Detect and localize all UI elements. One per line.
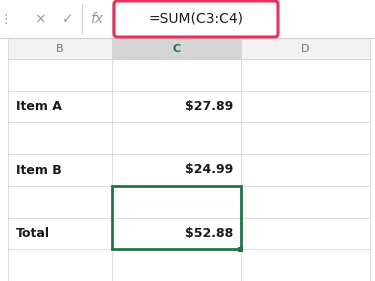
Bar: [8, 38, 112, 59]
Text: Item B: Item B: [16, 164, 62, 176]
Text: ✓: ✓: [62, 12, 74, 26]
Text: ×: ×: [34, 12, 46, 26]
Bar: [112, 38, 241, 59]
Text: D: D: [301, 44, 310, 53]
Text: $27.89: $27.89: [185, 100, 233, 113]
Text: $52.88: $52.88: [185, 227, 233, 240]
Bar: [238, 247, 243, 252]
FancyBboxPatch shape: [114, 1, 278, 37]
Text: C: C: [172, 44, 181, 53]
Bar: [0, 0, 375, 38]
Bar: [8, 59, 370, 281]
Text: $24.99: $24.99: [185, 164, 233, 176]
Text: Item A: Item A: [16, 100, 62, 113]
Bar: [112, 186, 241, 249]
Bar: [241, 38, 370, 59]
Text: fx: fx: [90, 12, 104, 26]
Text: ⋮: ⋮: [0, 12, 12, 26]
Text: B: B: [56, 44, 64, 53]
Text: Total: Total: [16, 227, 50, 240]
Text: =SUM(C3:C4): =SUM(C3:C4): [148, 12, 243, 26]
